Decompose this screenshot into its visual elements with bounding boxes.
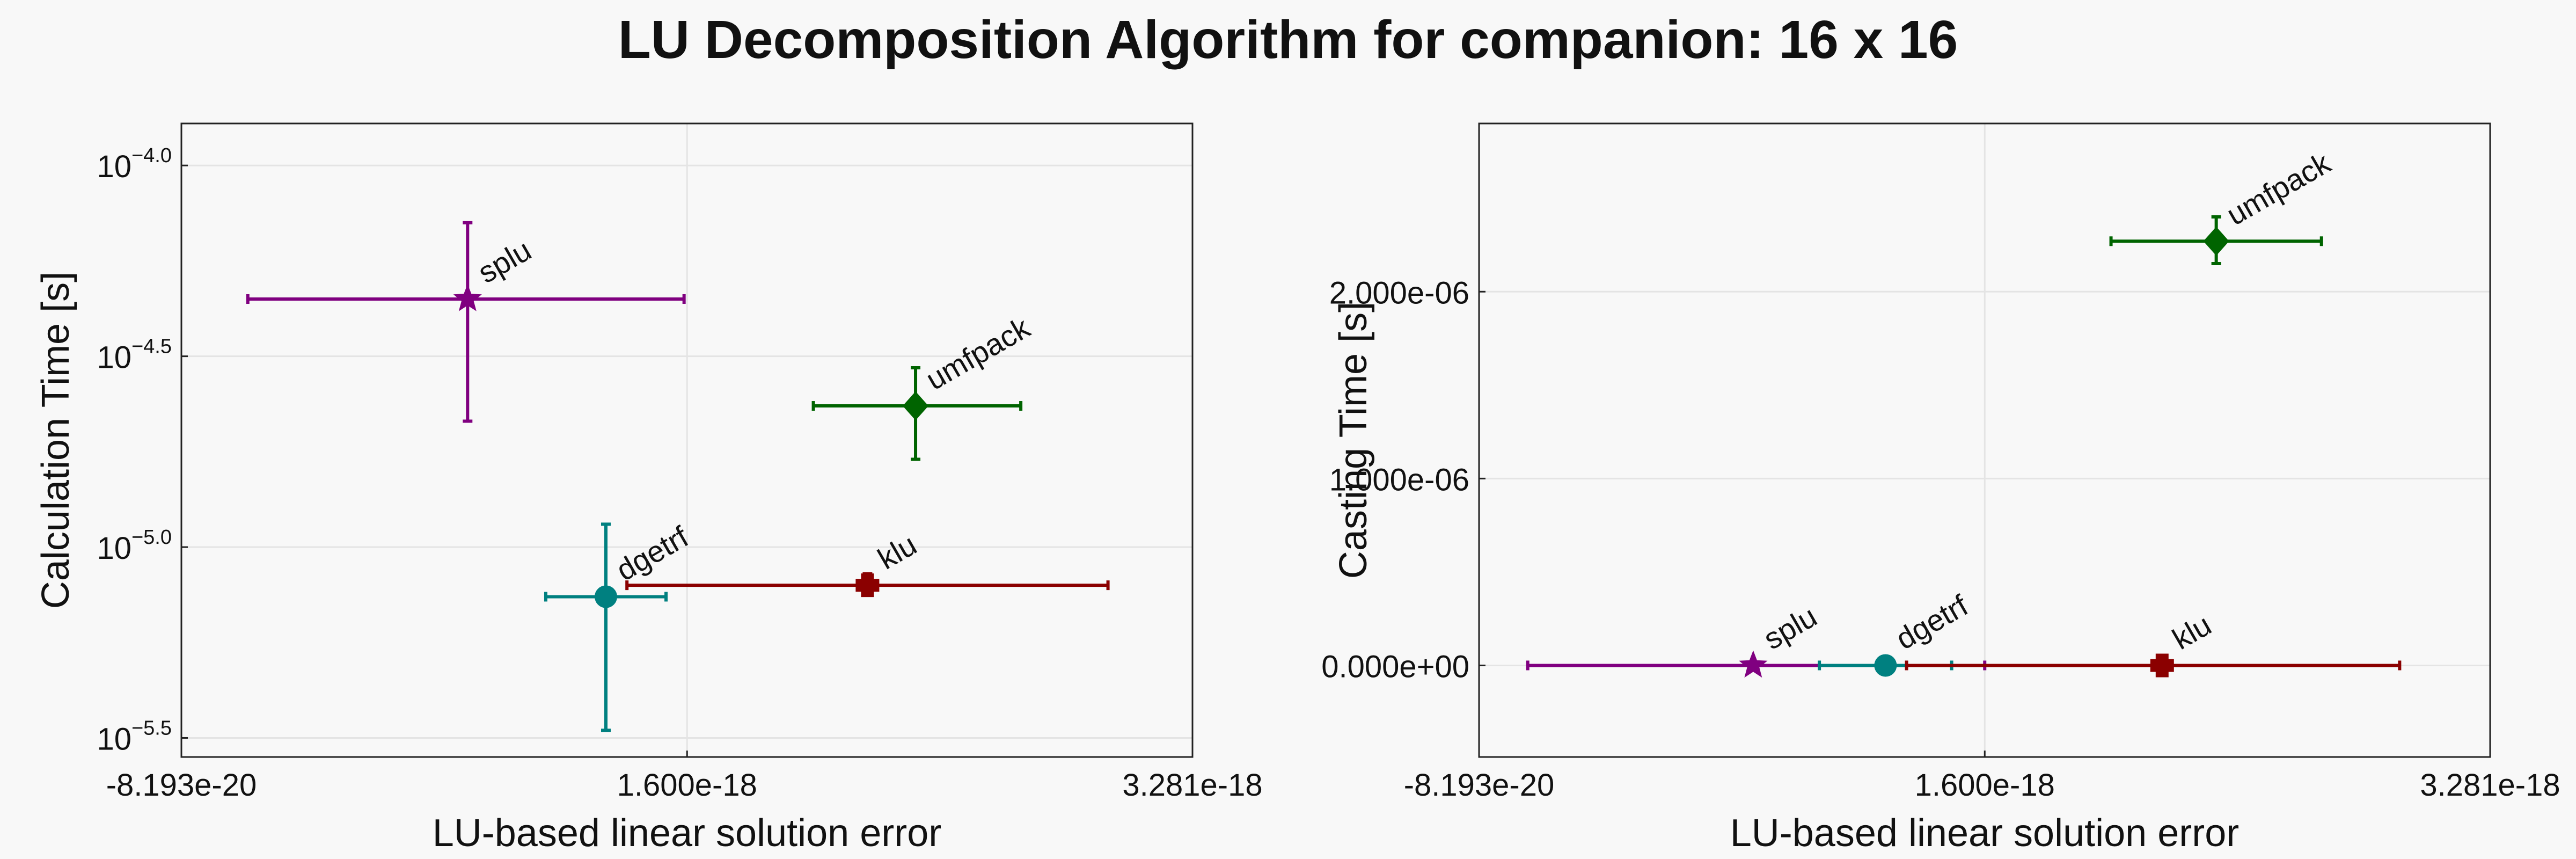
diamond-marker	[903, 391, 929, 421]
x-tick-label: 1.600e-18	[617, 768, 757, 803]
y-tick-label: 10−4.0	[97, 144, 172, 184]
x-tick-label: 3.281e-18	[1122, 768, 1262, 803]
star-marker	[453, 284, 482, 311]
y-tick-label: 10−4.5	[97, 336, 172, 375]
y-tick-label: 10−5.5	[97, 717, 172, 756]
y-tick-label: 1.000e-06	[1329, 462, 1469, 497]
circle-marker	[1874, 654, 1897, 677]
figure-title: LU Decomposition Algorithm for companion…	[618, 10, 1958, 70]
y-tick-label: 0.000e+00	[1321, 649, 1469, 684]
x-axis-label: LU-based linear solution error	[433, 812, 941, 855]
diamond-marker	[2203, 227, 2229, 256]
plus-marker	[2150, 653, 2174, 678]
x-tick-label: 3.281e-18	[2420, 768, 2560, 803]
star-marker	[1739, 650, 1768, 678]
x-axis-label: LU-based linear solution error	[1730, 812, 2239, 855]
y-tick-label: 10−5.0	[97, 526, 172, 566]
calculation-time-panel: -8.193e-20 1.600e-18 3.281e-18 10−4.0 10−4.5…	[34, 122, 1263, 855]
x-tick-label: -8.193e-20	[106, 768, 257, 803]
x-tick-label: 1.600e-18	[1915, 768, 2055, 803]
y-axis-label: Casting Time [s]	[1332, 302, 1375, 579]
casting-time-panel: -8.193e-20 1.600e-18 3.281e-18 0.000e+00 1.0…	[1321, 122, 2560, 855]
plus-marker	[855, 573, 880, 598]
y-axis-label: Calculation Time [s]	[34, 272, 77, 609]
x-tick-label: -8.193e-20	[1404, 768, 1555, 803]
y-tick-label: 2.000e-06	[1329, 275, 1469, 310]
circle-marker	[594, 585, 617, 608]
